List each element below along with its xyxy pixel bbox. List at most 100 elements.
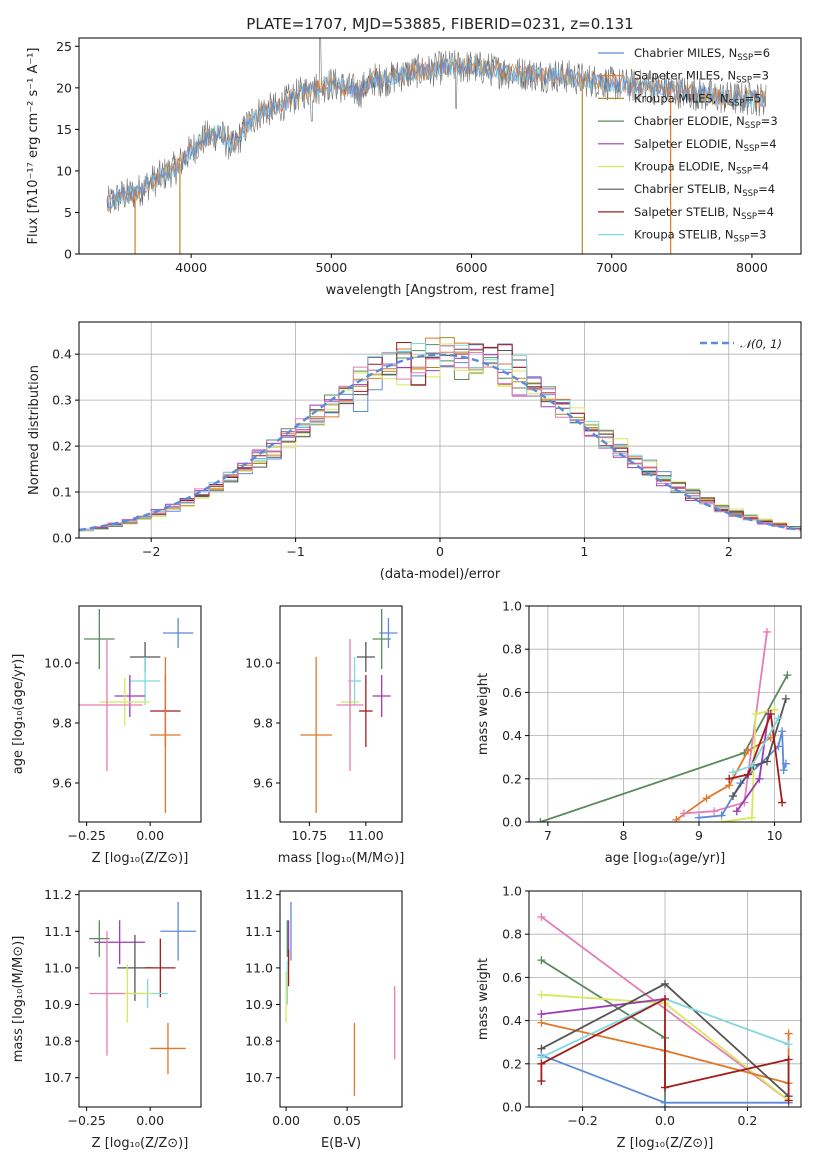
x-axis-label: Z [log₁₀(Z/Z⊙)] [617, 1136, 714, 1151]
mass-weight-marker [725, 774, 734, 783]
x-tick-label: 5000 [315, 260, 347, 275]
ticks-weight-vs-age: 7 8 9 10 0.0 0.2 0.4 0.6 0.8 1.0 [502, 599, 782, 844]
mass-weight-marker [717, 818, 726, 822]
x-tick-label: 8000 [736, 260, 768, 275]
x-tick-label: 7000 [596, 260, 628, 275]
mass-weight-line [732, 698, 787, 797]
axes-frame [78, 321, 802, 539]
mass-weight-marker [744, 770, 753, 779]
mass-weight-marker [537, 1077, 546, 1086]
plot-area-spectrum [106, 38, 767, 254]
y-tick-label: 11.2 [44, 887, 72, 902]
y-tick-label: 0.6 [502, 685, 522, 700]
mass-weight-marker [783, 671, 792, 680]
x-axis-label: wavelength [Angstrom, rest frame] [326, 283, 555, 298]
mass-weight-marker [732, 807, 741, 816]
axes-frame [528, 605, 802, 823]
x-tick-label: 0.05 [333, 1113, 361, 1128]
x-tick-label: 10.75 [291, 828, 327, 843]
y-tick-label: 10.8 [245, 1034, 273, 1049]
plot-area-mass-vs-EBV [285, 901, 396, 1097]
y-axis-label: mass weight [476, 958, 491, 1040]
mass-weight-marker [763, 757, 771, 766]
mass-weight-marker [661, 979, 669, 988]
mass-weight-marker [702, 794, 711, 803]
y-tick-label: 11.0 [245, 960, 273, 975]
y-tick-label: 11.0 [44, 960, 72, 975]
legend-entry: Chabrier STELIB, NSSP=4 [634, 182, 775, 199]
mass-weight-marker [784, 1040, 793, 1049]
y-tick-label: 1.0 [502, 599, 522, 614]
ticks-residuals: −2 −1 0 1 2 0.0 0.1 0.2 0.3 0.4 [52, 347, 733, 559]
plot-area-age-vs-mass [300, 609, 398, 813]
x-tick-label: 0.0 [655, 1113, 675, 1128]
mass-weight-marker [784, 1055, 793, 1064]
mass-weight-marker [779, 766, 788, 775]
x-tick-label: 10 [767, 828, 783, 843]
y-tick-label: 0.2 [502, 1056, 522, 1071]
mass-weight-marker [661, 1083, 669, 1092]
mass-weight-marker [778, 727, 787, 736]
panel-mass-vs-EBV: 0.00 0.05 10.7 10.8 10.9 11.0 11.1 11.2 E(B-V) [245, 887, 403, 1151]
y-tick-label: 10 [56, 163, 72, 178]
y-tick-label: 0.4 [502, 728, 522, 743]
x-tick-label: 9 [695, 828, 703, 843]
residual-histogram [79, 345, 801, 530]
y-tick-label: 9.8 [52, 716, 72, 731]
x-tick-label: −0.25 [67, 1113, 105, 1128]
x-tick-label: 8 [619, 828, 627, 843]
y-tick-label: 0.8 [502, 927, 522, 942]
y-axis-label: Flux [fλ10⁻¹⁷ erg cm⁻² s⁻¹ A⁻¹] [26, 48, 41, 245]
mass-weight-marker [747, 761, 756, 770]
axes-frame [78, 605, 202, 823]
y-tick-label: 5 [64, 205, 72, 220]
mass-weight-marker [784, 1029, 793, 1038]
y-tick-label: 0.0 [502, 1100, 522, 1115]
spectrum-legend: Chabrier MILES, NSSP=6 Salpeter MILES, NS… [598, 46, 778, 245]
legend-entry: Kroupa MILES, NSSP=5 [634, 91, 761, 108]
legend-entry: Chabrier MILES, NSSP=6 [634, 46, 770, 63]
plot-area-mass-vs-Z [89, 901, 196, 1075]
ticks-mass-vs-EBV: 0.00 0.05 10.7 10.8 10.9 11.0 11.1 11.2 [245, 887, 361, 1128]
legend-entry: Salpeter ELODIE, NSSP=4 [634, 137, 777, 154]
y-tick-label: 0.2 [52, 439, 72, 454]
mass-weight-marker [774, 714, 783, 723]
x-axis-label: mass [log₁₀(M/M⊙)] [278, 851, 405, 866]
mass-weight-marker [781, 694, 790, 703]
mass-weight-marker [729, 768, 737, 777]
panel-residuals: −2 −1 0 1 2 0.0 0.1 0.2 0.3 0.4 (data-model)/error… [27, 321, 802, 582]
panel-age-vs-mass: 10.75 11.00 9.6 9.8 10.0 mass [log₁₀(M/M⊙)] [245, 605, 405, 866]
panel-mass-vs-Z: −0.25 0.00 10.7 10.8 10.9 11.0 11.1 11.2 Z [log₁… [11, 887, 202, 1151]
y-tick-label: 9.6 [52, 776, 72, 791]
ticks-age-vs-mass: 10.75 11.00 9.6 9.8 10.0 [245, 656, 384, 844]
figure-title: PLATE=1707, MJD=53885, FIBERID=0231, z=0… [246, 15, 633, 33]
axes-frame [78, 37, 802, 255]
x-tick-label: −0.2 [567, 1113, 597, 1128]
normal-curve [79, 353, 801, 532]
y-tick-label: 0.4 [52, 347, 72, 362]
y-tick-label: 10.8 [44, 1034, 72, 1049]
y-tick-label: 0.2 [502, 771, 522, 786]
x-tick-label: 0.00 [272, 1113, 300, 1128]
mass-weight-line [540, 959, 666, 1107]
mass-weight-marker [729, 792, 737, 801]
mass-weight-marker [766, 710, 775, 718]
mass-weight-marker [778, 798, 787, 807]
y-tick-label: 10.9 [245, 997, 273, 1012]
x-tick-label: 7 [544, 828, 552, 843]
x-tick-label: −0.25 [67, 828, 105, 843]
axes-frame [279, 605, 403, 823]
y-tick-label: 10.0 [44, 656, 72, 671]
x-axis-label: (data-model)/error [380, 567, 501, 582]
x-tick-label: 1 [580, 544, 588, 559]
axes-frame [78, 890, 202, 1108]
x-axis-label: E(B-V) [321, 1136, 361, 1151]
plot-area-weight-vs-Z [537, 912, 793, 1107]
x-tick-label: 0 [436, 544, 444, 559]
mass-weight-marker [537, 912, 546, 921]
mass-weight-marker [661, 995, 669, 1003]
x-tick-label: −2 [142, 544, 160, 559]
mass-weight-marker [751, 710, 760, 718]
y-tick-label: 0.3 [52, 393, 72, 408]
